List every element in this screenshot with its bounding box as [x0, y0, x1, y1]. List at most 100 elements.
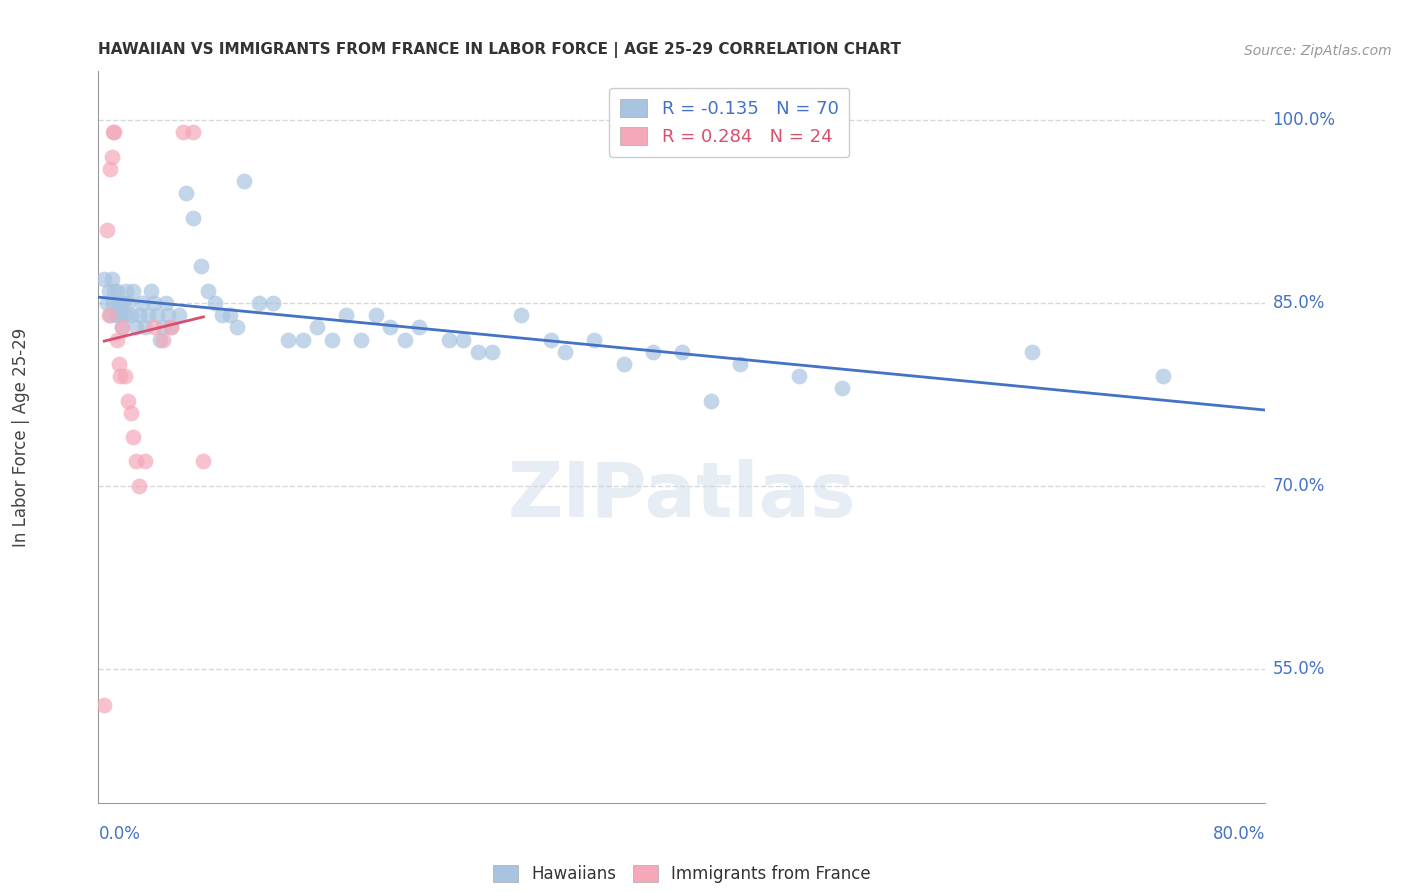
- Point: [437, 333, 460, 347]
- Point: [97, 284, 120, 298]
- Point: [134, 320, 156, 334]
- Text: Source: ZipAtlas.com: Source: ZipAtlas.com: [1244, 44, 1392, 58]
- Point: [218, 308, 240, 322]
- Point: [226, 320, 249, 334]
- Point: [96, 296, 118, 310]
- Point: [728, 357, 751, 371]
- Point: [103, 284, 125, 298]
- Point: [481, 344, 503, 359]
- Point: [321, 333, 343, 347]
- Point: [128, 479, 150, 493]
- Point: [142, 296, 165, 310]
- Legend: Hawaiians, Immigrants from France: Hawaiians, Immigrants from France: [486, 858, 877, 889]
- Point: [152, 320, 174, 334]
- Point: [108, 357, 131, 371]
- Point: [160, 320, 183, 334]
- Point: [172, 125, 194, 139]
- Point: [101, 296, 124, 310]
- Point: [197, 284, 219, 298]
- Point: [364, 308, 387, 322]
- Point: [335, 308, 357, 322]
- Point: [149, 333, 172, 347]
- Point: [96, 223, 118, 237]
- Point: [378, 320, 402, 334]
- Point: [117, 296, 139, 310]
- Point: [700, 393, 723, 408]
- Point: [100, 150, 122, 164]
- Point: [307, 320, 329, 334]
- Point: [122, 430, 145, 444]
- Point: [157, 308, 180, 322]
- Point: [98, 308, 121, 322]
- Point: [97, 308, 120, 322]
- Point: [262, 296, 284, 310]
- Point: [93, 698, 115, 713]
- Point: [394, 333, 416, 347]
- Point: [114, 369, 136, 384]
- Point: [134, 454, 156, 468]
- Point: [101, 125, 124, 139]
- Text: 100.0%: 100.0%: [1272, 112, 1336, 129]
- Text: In Labor Force | Age 25-29: In Labor Force | Age 25-29: [13, 327, 30, 547]
- Point: [160, 320, 183, 334]
- Point: [139, 284, 162, 298]
- Point: [115, 284, 138, 298]
- Point: [152, 333, 174, 347]
- Text: 55.0%: 55.0%: [1272, 660, 1324, 678]
- Point: [291, 333, 314, 347]
- Point: [108, 296, 131, 310]
- Point: [451, 333, 474, 347]
- Point: [211, 308, 233, 322]
- Point: [641, 344, 664, 359]
- Point: [583, 333, 606, 347]
- Point: [671, 344, 693, 359]
- Point: [120, 308, 142, 322]
- Point: [167, 308, 190, 322]
- Point: [612, 357, 634, 371]
- Point: [1021, 344, 1043, 359]
- Text: ZIPatlas: ZIPatlas: [508, 458, 856, 533]
- Point: [110, 308, 132, 322]
- Point: [114, 308, 136, 322]
- Point: [142, 320, 165, 334]
- Point: [120, 406, 142, 420]
- Text: 0.0%: 0.0%: [98, 825, 141, 843]
- Point: [112, 296, 135, 310]
- Point: [117, 393, 139, 408]
- Point: [510, 308, 533, 322]
- Point: [146, 308, 169, 322]
- Point: [128, 308, 150, 322]
- Point: [204, 296, 226, 310]
- Text: 85.0%: 85.0%: [1272, 294, 1324, 312]
- Point: [155, 296, 177, 310]
- Point: [233, 174, 256, 188]
- Point: [350, 333, 373, 347]
- Point: [408, 320, 430, 334]
- Point: [181, 125, 204, 139]
- Point: [831, 381, 853, 395]
- Point: [174, 186, 197, 201]
- Point: [540, 333, 562, 347]
- Point: [93, 271, 115, 285]
- Point: [467, 344, 489, 359]
- Point: [787, 369, 810, 384]
- Point: [103, 125, 125, 139]
- Point: [1152, 369, 1174, 384]
- Point: [111, 320, 134, 334]
- Text: 70.0%: 70.0%: [1272, 477, 1324, 495]
- Point: [554, 344, 576, 359]
- Text: 80.0%: 80.0%: [1213, 825, 1265, 843]
- Point: [110, 369, 132, 384]
- Point: [105, 284, 128, 298]
- Point: [122, 284, 145, 298]
- Point: [100, 271, 122, 285]
- Point: [125, 320, 148, 334]
- Point: [247, 296, 270, 310]
- Point: [104, 308, 127, 322]
- Point: [190, 260, 212, 274]
- Point: [111, 320, 134, 334]
- Point: [193, 454, 215, 468]
- Point: [105, 333, 128, 347]
- Point: [181, 211, 204, 225]
- Point: [277, 333, 299, 347]
